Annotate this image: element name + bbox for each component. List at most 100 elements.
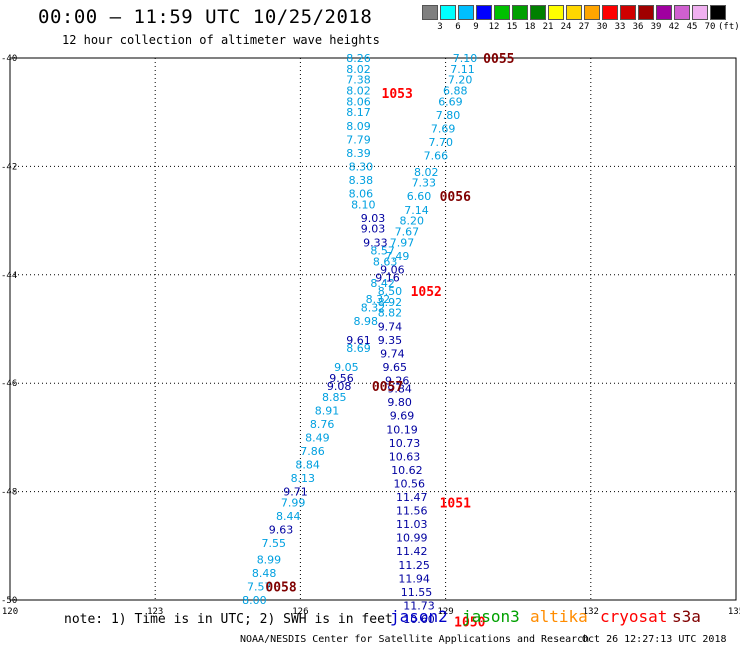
wave-height-label: 7.57	[247, 580, 272, 593]
wave-height-label: 9.03	[361, 212, 386, 225]
wave-height-label: 10.63	[389, 450, 421, 463]
wave-height-label: 9.33	[363, 236, 388, 249]
pass-time-label: 0058	[265, 580, 296, 595]
x-tick-label: 132	[583, 607, 599, 617]
scale-swatch	[476, 5, 492, 20]
wave-height-label: 7.66	[424, 150, 449, 163]
wave-height-label: 11.25	[398, 559, 430, 572]
wave-height-label: 8.13	[291, 472, 316, 485]
wave-height-label: 7.11	[450, 63, 475, 76]
chart-title: 00:00 — 11:59 UTC 10/25/2018	[38, 6, 373, 28]
scale-swatch	[620, 5, 636, 20]
x-tick-label: 129	[437, 607, 453, 617]
scale-label: 3	[437, 22, 443, 32]
wave-height-label: 8.39	[346, 147, 371, 160]
wave-height-label: 8.92	[378, 296, 403, 309]
scale-swatch	[548, 5, 564, 20]
scale-label: 27	[578, 22, 590, 32]
pass-time-label: 0056	[440, 190, 471, 205]
wave-height-label: 8.09	[346, 120, 371, 133]
wave-height-label: 11.55	[401, 586, 433, 599]
wave-height-label: 7.38	[346, 74, 371, 87]
wave-height-label: 7.86	[300, 445, 325, 458]
wave-height-label: 8.06	[349, 188, 374, 201]
wave-height-label: 11.56	[396, 505, 428, 518]
wave-height-label: 7.80	[436, 109, 461, 122]
x-tick-label: 126	[292, 607, 308, 617]
wave-height-label: 8.85	[322, 391, 347, 404]
wave-height-label: 9.03	[361, 223, 386, 236]
wave-height-label: 8.50	[378, 285, 403, 298]
wave-height-label: 8.44	[276, 510, 301, 523]
scale-label: 15	[506, 22, 518, 32]
credit-footer: NOAA/NESDIS Center for Satellite Applica…	[240, 634, 590, 645]
wave-height-label: 6.60	[407, 190, 432, 203]
wave-height-label: 8.98	[353, 315, 378, 328]
legend-jason2: jason2	[390, 607, 448, 626]
pass-time-label: 1052	[411, 285, 442, 300]
wave-height-label: 11.42	[396, 545, 428, 558]
wave-height-label: 10.62	[391, 464, 423, 477]
wave-height-label: 8.02	[346, 63, 371, 76]
scale-swatch	[440, 5, 456, 20]
plot-frame	[9, 57, 737, 601]
y-tick-label: -50	[1, 596, 17, 606]
wave-height-label: 8.63	[373, 255, 398, 268]
scale-swatch	[584, 5, 600, 20]
scale-label: 18	[524, 22, 536, 32]
wave-height-label: 8.02	[414, 166, 439, 179]
wave-height-label: 9.63	[269, 524, 294, 537]
wave-height-label: 7.14	[404, 204, 429, 217]
legend-jason3: jason3	[462, 607, 520, 626]
scale-swatch	[674, 5, 690, 20]
scale-label: 6	[455, 22, 461, 32]
wave-height-label: 8.49	[305, 431, 330, 444]
scale-swatch	[458, 5, 474, 20]
scale-swatch	[602, 5, 618, 20]
wave-height-label: 8.48	[252, 567, 277, 580]
units-note: note: 1) Time is in UTC; 2) SWH is in fe…	[64, 612, 393, 627]
wave-height-label: 7.99	[281, 496, 306, 509]
wave-height-label: 8.99	[257, 553, 282, 566]
wave-height-label: 8.69	[346, 342, 371, 355]
wave-height-label: 8.84	[295, 459, 320, 472]
wave-height-label: 10.56	[394, 477, 426, 490]
wave-height-label: 9.74	[380, 347, 405, 360]
wave-height-label: 7.70	[429, 136, 454, 149]
wave-height-label: 9.84	[387, 383, 412, 396]
scale-swatch	[656, 5, 672, 20]
wave-height-label: 9.71	[283, 486, 308, 499]
wave-height-label: 8.76	[310, 418, 335, 431]
wave-height-label: 11.47	[396, 491, 428, 504]
wave-height-label: 9.05	[334, 361, 359, 374]
wave-height-label: 7.67	[395, 225, 420, 238]
wave-height-label: 8.82	[378, 307, 403, 320]
x-tick-label: 120	[2, 607, 18, 617]
generation-timestamp: Oct 26 12:27:13 UTC 2018	[582, 634, 727, 645]
scale-label: 36	[632, 22, 644, 32]
wave-height-label: 11.73	[403, 599, 435, 612]
pass-time-label: 0055	[483, 52, 514, 67]
y-tick-label: -46	[1, 379, 17, 389]
wave-height-label: 8.17	[346, 106, 371, 119]
scale-label: 30	[596, 22, 608, 32]
wave-height-label: 6.69	[438, 95, 463, 108]
wave-height-label: 8.26	[346, 52, 371, 65]
wave-height-label: 10.99	[396, 532, 428, 545]
wave-height-label: 7.20	[448, 74, 473, 87]
wave-height-label: 8.20	[399, 215, 424, 228]
scale-swatch	[566, 5, 582, 20]
wave-height-label: 6.88	[443, 85, 468, 98]
scale-swatch	[710, 5, 726, 20]
wave-height-label: 8.10	[351, 198, 376, 211]
scale-swatch	[692, 5, 708, 20]
wave-height-label: 9.08	[327, 380, 352, 393]
wave-height-label: 8.32	[361, 301, 386, 314]
wave-height-label: 7.55	[262, 537, 287, 550]
legend-altika: altika	[530, 607, 588, 626]
chart-subtitle: 12 hour collection of altimeter wave hei…	[62, 33, 380, 47]
scale-label: 70	[704, 22, 716, 32]
wave-height-label: 8.02	[346, 85, 371, 98]
pass-time-label: 0057	[372, 380, 403, 395]
